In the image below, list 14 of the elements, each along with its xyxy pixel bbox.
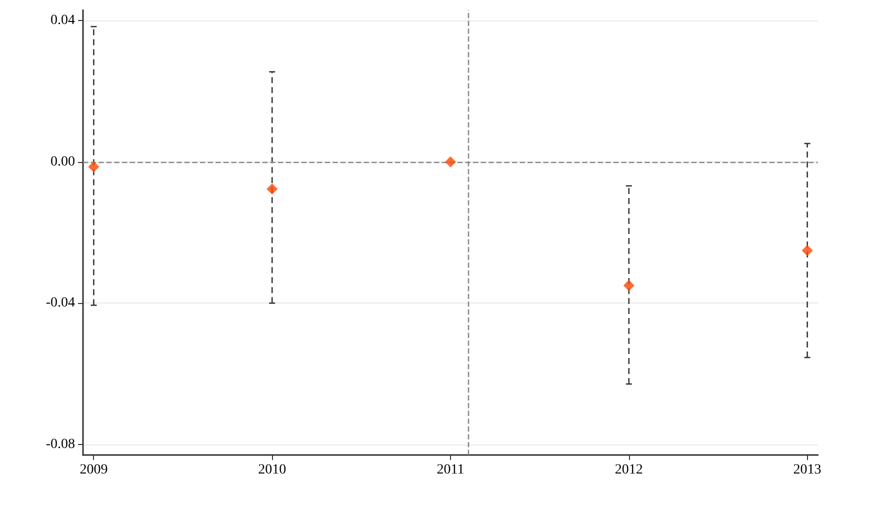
point [802,245,813,256]
x-tick-label: 2010 [258,462,286,478]
point [88,161,100,172]
y-tick-label: 0.00 [50,154,75,170]
y-tick-label: -0.08 [46,436,75,452]
y-tick-label: -0.04 [46,296,75,311]
point [623,280,634,291]
x-tick-label: 2011 [436,462,464,478]
x-tick-label: 2012 [614,462,643,478]
point [266,184,278,195]
x-tick-label: 2009 [80,462,108,478]
x-tick-label: 2013 [793,462,822,478]
point [445,156,456,168]
y-tick-label: 0.04 [50,13,75,28]
